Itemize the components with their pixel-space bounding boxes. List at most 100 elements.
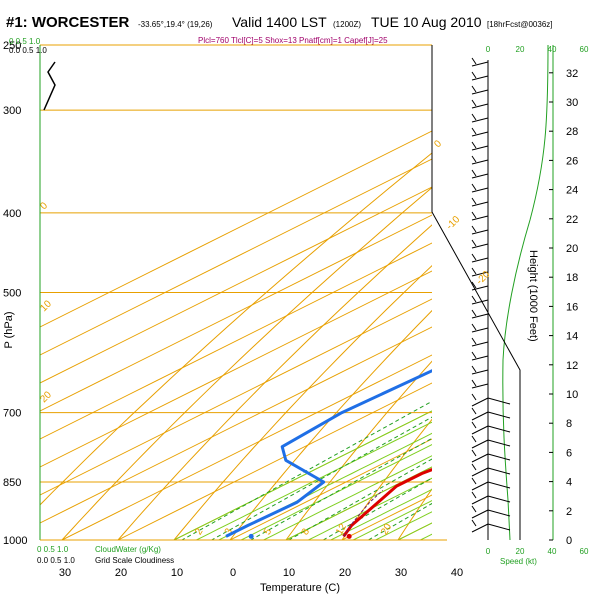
- pressure-tick-label: 400: [3, 208, 21, 220]
- cloudwater-scale-bottom: 0 0.5 1.0: [37, 545, 69, 554]
- wind-barb: [471, 425, 489, 435]
- wind-barb: [471, 313, 489, 319]
- moist-adiabat: [330, 488, 432, 540]
- moist-adiabat: [196, 421, 432, 540]
- wind-barb: [487, 425, 511, 433]
- isotherm-line: [228, 438, 432, 540]
- isotherm-line: [40, 270, 432, 468]
- wind-barb-flag: [471, 71, 477, 79]
- isotherm-line: [40, 298, 432, 496]
- stability-indices: Plcl=760 Tlcl[C]=5 Shox=13 Pnatf[cm]=1 C…: [198, 36, 388, 45]
- height-tick-label: 12: [566, 360, 578, 372]
- dry-adiabat: [557, 0, 600, 557]
- height-axis-label: Height (1000 Feet): [527, 250, 539, 342]
- mixing-ratio-label: 20: [379, 522, 394, 538]
- wind-barb: [471, 201, 489, 207]
- moist-adiabat: [263, 455, 432, 540]
- wind-barb: [487, 509, 511, 517]
- wind-barb: [471, 145, 489, 151]
- isotherm-line: [40, 242, 432, 440]
- dry-adiabat: [40, 152, 432, 506]
- speed-scale-bottom-label: 60: [580, 547, 589, 556]
- wind-barb: [471, 383, 489, 389]
- wind-barb-flag: [471, 351, 477, 359]
- height-tick-label: 22: [566, 214, 578, 226]
- temperature-tick-label: 0: [230, 567, 236, 579]
- x-axis-label: Temperature (C): [260, 582, 340, 594]
- wind-barb: [471, 397, 489, 407]
- wind-barb: [471, 467, 489, 477]
- forecast-info: [18hrFcst@0036z]: [487, 20, 553, 29]
- wind-barb-flag: [471, 267, 477, 275]
- speed-scale-bottom-label: 40: [548, 547, 557, 556]
- wind-barb: [487, 453, 511, 461]
- speed-label: Speed (kt): [500, 557, 537, 566]
- dry-adiabat: [501, 0, 600, 557]
- temperature-tick-label: 40: [451, 567, 463, 579]
- wind-barb: [471, 117, 489, 123]
- valid-time: Valid 1400 LST: [232, 14, 327, 30]
- dry-adiabat: [117, 224, 432, 540]
- wind-barb: [487, 495, 511, 503]
- temperature-tick-label: 10: [171, 567, 183, 579]
- pressure-tick-label: 250: [3, 40, 21, 52]
- wind-barb-flag: [471, 491, 477, 499]
- wind-barb-flag: [471, 99, 477, 107]
- isotherm-label: 20: [38, 389, 54, 405]
- wind-barb: [471, 159, 489, 165]
- height-tick-label: 28: [566, 126, 578, 138]
- wind-barb-flag: [471, 365, 477, 373]
- height-tick-label: 30: [566, 97, 578, 109]
- wind-barb-flag: [471, 477, 477, 485]
- moist-adiabat: [285, 466, 432, 540]
- dry-adiabat: [397, 488, 432, 540]
- wind-barb: [471, 61, 489, 67]
- wind-barb-flag: [471, 393, 477, 401]
- station-title: #1: WORCESTER: [6, 14, 130, 31]
- temperature-tick-label: 20: [339, 567, 351, 579]
- y-axis-label: P (hPa): [3, 311, 15, 348]
- height-tick-label: 8: [566, 418, 572, 430]
- utc-time: (1200Z): [333, 20, 362, 29]
- wind-barb-flag: [471, 407, 477, 415]
- pressure-tick-label: 300: [3, 105, 21, 117]
- height-tick-label: 24: [566, 185, 578, 197]
- mixing-ratio-label: 2: [193, 526, 206, 537]
- wind-barb-flag: [471, 225, 477, 233]
- cloudiness-label: Grid Scale Cloudiness: [95, 556, 174, 565]
- wind-barb: [487, 397, 511, 405]
- height-tick-label: 10: [566, 389, 578, 401]
- speed-scale-top-label: 60: [580, 45, 589, 54]
- wind-barb: [471, 453, 489, 463]
- wind-barb-flag: [471, 155, 477, 163]
- isotherm-line: [40, 214, 432, 412]
- pressure-tick-label: 500: [3, 288, 21, 300]
- temperature-profile: [342, 468, 432, 538]
- wind-barb-flag: [471, 57, 477, 65]
- wind-barb-flag: [471, 309, 477, 317]
- moist-adiabat: [308, 477, 432, 540]
- surface-temperature-dot: [346, 533, 352, 539]
- height-tick-label: 26: [566, 155, 578, 167]
- wind-barb: [471, 355, 489, 361]
- moist-adiabat: [173, 410, 432, 540]
- wind-barb-flag: [471, 169, 477, 177]
- speed-scale-top-label: 20: [516, 45, 525, 54]
- wind-barb: [471, 439, 489, 449]
- wind-barb: [471, 341, 489, 347]
- wind-barb-flag: [471, 449, 477, 457]
- wind-barb-flag: [471, 113, 477, 121]
- mixing-ratio-line: [210, 416, 432, 540]
- isotherm-label: -10: [444, 214, 462, 232]
- isotherm-label: -20: [474, 269, 492, 287]
- wind-barb: [487, 523, 511, 531]
- wind-barb: [471, 495, 489, 505]
- isotherm-line: [116, 382, 432, 540]
- wind-barb: [487, 481, 511, 489]
- isotherm-line: [40, 158, 432, 356]
- height-tick-label: 16: [566, 301, 578, 313]
- wind-barb-flag: [471, 183, 477, 191]
- wind-barb-flag: [471, 211, 477, 219]
